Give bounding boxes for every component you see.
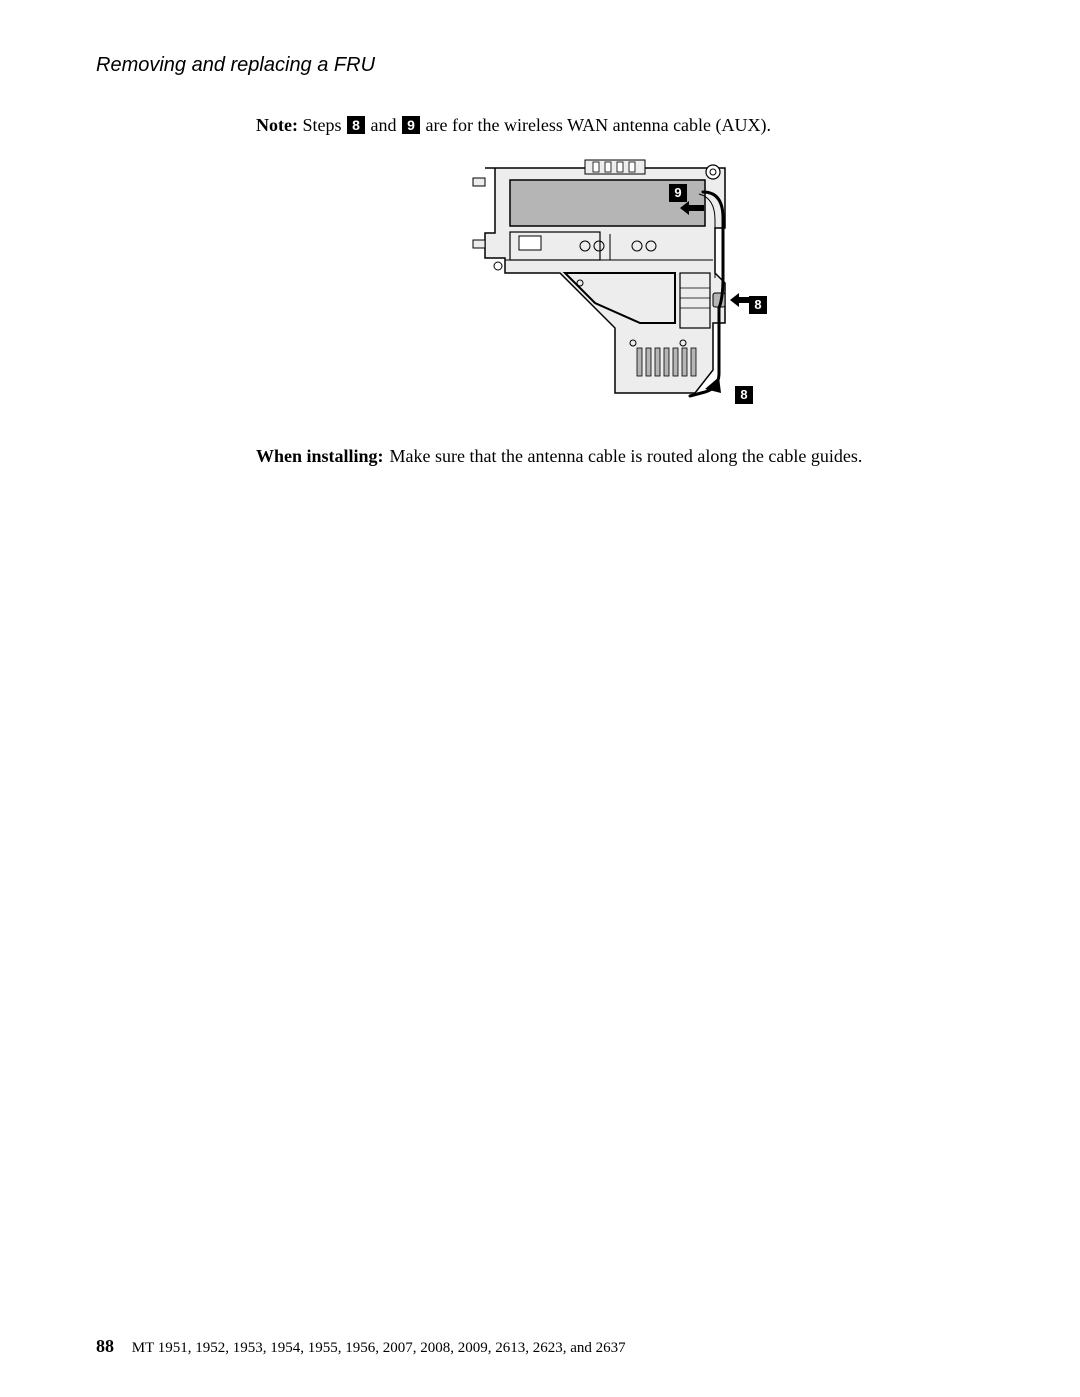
note-text-after: are for the wireless WAN antenna cable (… (426, 115, 772, 135)
content-block: Note: Steps 8 and 9 are for the wireless… (96, 115, 984, 467)
svg-text:9: 9 (674, 185, 681, 200)
section-header: Removing and replacing a FRU (96, 54, 984, 77)
callout-icon: 9 (402, 116, 420, 134)
footer-text: MT 1951, 1952, 1953, 1954, 1955, 1956, 2… (132, 1340, 626, 1356)
page: Removing and replacing a FRU Note: Steps… (0, 0, 1080, 1397)
note-text-before: Steps (302, 115, 341, 135)
technical-diagram: 9 8 8 (465, 148, 775, 418)
page-number: 88 (96, 1336, 114, 1356)
note-line: Note: Steps 8 and 9 are for the wireless… (256, 115, 984, 136)
diagram-container: 9 8 8 (256, 148, 984, 418)
callout-icon: 8 (347, 116, 365, 134)
install-label: When installing: (256, 446, 390, 467)
page-footer: 88 MT 1951, 1952, 1953, 1954, 1955, 1956… (96, 1336, 626, 1357)
svg-text:8: 8 (740, 387, 747, 402)
header-title: Removing and replacing a FRU (96, 54, 375, 76)
svg-text:8: 8 (754, 297, 761, 312)
install-text: Make sure that the antenna cable is rout… (390, 446, 984, 467)
install-note: When installing: Make sure that the ante… (256, 446, 984, 467)
note-text-mid: and (371, 115, 397, 135)
diagram-svg: 9 8 8 (465, 148, 775, 413)
note-label: Note: (256, 115, 298, 135)
